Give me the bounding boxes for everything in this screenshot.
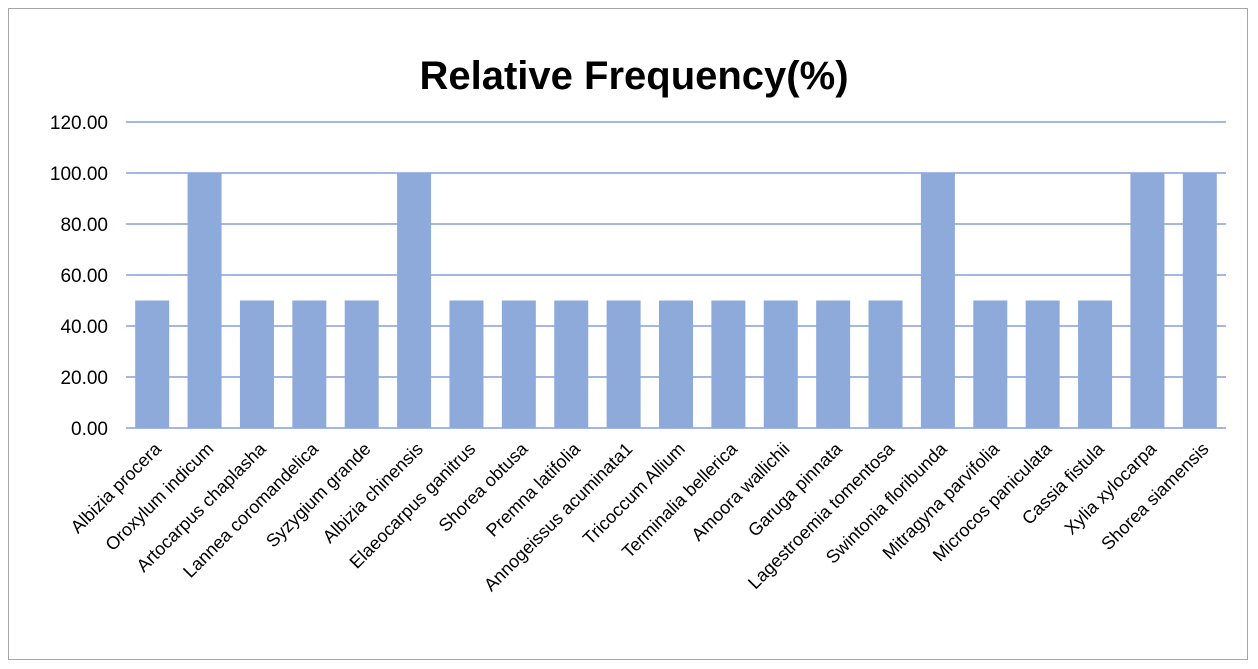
bar xyxy=(1182,173,1217,428)
y-tick-label: 100.00 xyxy=(50,164,108,185)
bar xyxy=(1130,173,1165,428)
bar xyxy=(763,300,798,428)
bar xyxy=(292,300,327,428)
bar xyxy=(868,300,903,428)
bar xyxy=(920,173,955,428)
bar xyxy=(239,300,274,428)
y-tick-label: 80.00 xyxy=(60,215,108,236)
bar xyxy=(397,173,432,428)
x-category-label: Xylia xylocarpa xyxy=(1061,438,1161,538)
bar xyxy=(449,300,484,428)
chart-area: Relative Frequency(%) 0.00 20.00 40.00 60.0… xyxy=(8,8,1248,660)
bar xyxy=(659,300,693,428)
bar xyxy=(187,173,222,428)
bar xyxy=(711,300,746,428)
x-category-label: Premna latifolia xyxy=(482,438,585,541)
bar xyxy=(135,300,170,428)
bar xyxy=(501,300,536,428)
bar xyxy=(1078,300,1113,428)
y-axis-tick-labels: 0.00 20.00 40.00 60.00 80.00 100.00 120.00 xyxy=(50,113,108,440)
chart-title: Relative Frequency(%) xyxy=(419,54,848,98)
x-category-label: Garuga pinnata xyxy=(744,438,847,541)
bar xyxy=(344,300,379,428)
bar xyxy=(1025,300,1060,428)
x-category-label: Albizia procera xyxy=(67,438,166,537)
x-category-label: Shorea obtusa xyxy=(435,438,533,536)
y-tick-label: 120.00 xyxy=(50,113,108,134)
y-tick-label: 40.00 xyxy=(60,317,108,338)
bar xyxy=(973,300,1008,428)
bar xyxy=(606,300,641,428)
y-tick-label: 60.00 xyxy=(60,266,108,287)
bar-chart: Relative Frequency(%) 0.00 20.00 40.00 60.0… xyxy=(50,54,1226,595)
y-tick-label: 20.00 xyxy=(60,368,108,389)
y-tick-label: 0.00 xyxy=(71,419,108,440)
bar xyxy=(816,300,851,428)
bars xyxy=(135,173,1217,428)
bar xyxy=(554,300,589,428)
